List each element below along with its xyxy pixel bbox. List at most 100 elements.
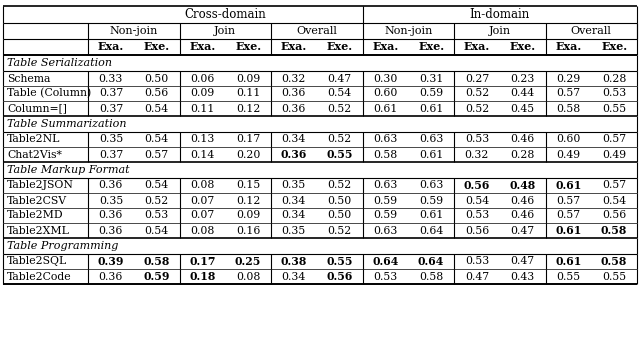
Text: 0.31: 0.31 xyxy=(419,74,444,84)
Text: 0.36: 0.36 xyxy=(282,104,306,114)
Text: 0.52: 0.52 xyxy=(465,89,489,99)
Text: 0.61: 0.61 xyxy=(555,256,582,267)
Text: 0.27: 0.27 xyxy=(465,74,489,84)
Text: Join: Join xyxy=(489,26,511,36)
Text: Table2CSV: Table2CSV xyxy=(7,196,67,206)
Text: 0.61: 0.61 xyxy=(555,180,582,191)
Text: 0.63: 0.63 xyxy=(373,135,397,145)
Text: 0.07: 0.07 xyxy=(190,196,214,206)
Text: 0.53: 0.53 xyxy=(145,211,169,221)
Text: 0.34: 0.34 xyxy=(282,196,306,206)
Text: 0.34: 0.34 xyxy=(282,211,306,221)
Text: 0.29: 0.29 xyxy=(556,74,580,84)
Text: Schema: Schema xyxy=(7,74,51,84)
Text: Exa.: Exa. xyxy=(556,41,582,52)
Text: 0.53: 0.53 xyxy=(465,256,489,266)
Text: 0.53: 0.53 xyxy=(373,272,397,282)
Text: 0.36: 0.36 xyxy=(99,211,123,221)
Text: 0.59: 0.59 xyxy=(373,196,397,206)
Text: 0.49: 0.49 xyxy=(602,150,626,160)
Text: 0.57: 0.57 xyxy=(556,89,580,99)
Text: Exa.: Exa. xyxy=(281,41,307,52)
Text: 0.63: 0.63 xyxy=(373,181,397,191)
Text: 0.59: 0.59 xyxy=(419,196,443,206)
Text: 0.32: 0.32 xyxy=(465,150,489,160)
Text: Exe.: Exe. xyxy=(143,41,170,52)
Text: 0.36: 0.36 xyxy=(281,149,307,160)
Text: 0.58: 0.58 xyxy=(601,225,627,236)
Text: 0.61: 0.61 xyxy=(419,104,444,114)
Text: Table2XML: Table2XML xyxy=(7,226,70,236)
Text: 0.25: 0.25 xyxy=(235,256,261,267)
Text: 0.28: 0.28 xyxy=(511,150,535,160)
Text: 0.58: 0.58 xyxy=(419,272,444,282)
Text: 0.52: 0.52 xyxy=(328,104,352,114)
Text: 0.39: 0.39 xyxy=(98,256,124,267)
Text: Exe.: Exe. xyxy=(509,41,536,52)
Text: 0.15: 0.15 xyxy=(236,181,260,191)
Text: 0.63: 0.63 xyxy=(373,226,397,236)
Text: 0.18: 0.18 xyxy=(189,271,216,282)
Text: In-domain: In-domain xyxy=(470,8,530,21)
Text: 0.61: 0.61 xyxy=(419,150,444,160)
Text: Table2NL: Table2NL xyxy=(7,135,60,145)
Text: Exa.: Exa. xyxy=(98,41,124,52)
Text: 0.08: 0.08 xyxy=(190,181,214,191)
Text: 0.52: 0.52 xyxy=(465,104,489,114)
Text: Column=[]: Column=[] xyxy=(7,104,67,114)
Text: 0.52: 0.52 xyxy=(328,226,352,236)
Text: 0.08: 0.08 xyxy=(236,272,260,282)
Text: 0.50: 0.50 xyxy=(328,211,352,221)
Text: 0.35: 0.35 xyxy=(99,135,123,145)
Text: 0.54: 0.54 xyxy=(145,104,169,114)
Text: 0.59: 0.59 xyxy=(373,211,397,221)
Text: Exe.: Exe. xyxy=(418,41,444,52)
Text: 0.64: 0.64 xyxy=(419,226,444,236)
Text: 0.34: 0.34 xyxy=(282,272,306,282)
Text: 0.36: 0.36 xyxy=(282,89,306,99)
Text: 0.55: 0.55 xyxy=(602,104,626,114)
Text: 0.35: 0.35 xyxy=(282,181,306,191)
Text: 0.58: 0.58 xyxy=(601,256,627,267)
Text: 0.59: 0.59 xyxy=(419,89,443,99)
Text: 0.48: 0.48 xyxy=(509,180,536,191)
Text: 0.12: 0.12 xyxy=(236,104,260,114)
Text: 0.07: 0.07 xyxy=(190,211,214,221)
Text: 0.61: 0.61 xyxy=(419,211,444,221)
Text: 0.64: 0.64 xyxy=(372,256,399,267)
Text: 0.49: 0.49 xyxy=(556,150,580,160)
Text: 0.33: 0.33 xyxy=(99,74,123,84)
Text: Table Markup Format: Table Markup Format xyxy=(7,165,130,175)
Text: 0.11: 0.11 xyxy=(236,89,260,99)
Text: 0.36: 0.36 xyxy=(99,181,123,191)
Text: 0.56: 0.56 xyxy=(602,211,627,221)
Text: 0.44: 0.44 xyxy=(511,89,534,99)
Text: 0.61: 0.61 xyxy=(373,104,397,114)
Text: 0.46: 0.46 xyxy=(511,135,535,145)
Text: Non-join: Non-join xyxy=(109,26,158,36)
Text: Table2SQL: Table2SQL xyxy=(7,256,67,266)
Text: 0.45: 0.45 xyxy=(511,104,534,114)
Text: 0.63: 0.63 xyxy=(419,135,444,145)
Text: 0.55: 0.55 xyxy=(326,256,353,267)
Text: Table2MD: Table2MD xyxy=(7,211,63,221)
Text: 0.60: 0.60 xyxy=(373,89,397,99)
Text: 0.30: 0.30 xyxy=(373,74,397,84)
Text: Join: Join xyxy=(214,26,236,36)
Text: 0.52: 0.52 xyxy=(145,196,169,206)
Text: Table Serialization: Table Serialization xyxy=(7,58,112,68)
Text: 0.35: 0.35 xyxy=(99,196,123,206)
Text: 0.47: 0.47 xyxy=(511,226,534,236)
Text: 0.06: 0.06 xyxy=(190,74,214,84)
Text: 0.56: 0.56 xyxy=(145,89,169,99)
Text: 0.58: 0.58 xyxy=(373,150,397,160)
Text: 0.57: 0.57 xyxy=(602,181,626,191)
Text: 0.53: 0.53 xyxy=(465,211,489,221)
Text: 0.37: 0.37 xyxy=(99,150,123,160)
Text: 0.54: 0.54 xyxy=(145,135,169,145)
Text: 0.57: 0.57 xyxy=(602,135,626,145)
Text: Exa.: Exa. xyxy=(464,41,490,52)
Text: 0.64: 0.64 xyxy=(418,256,444,267)
Text: 0.36: 0.36 xyxy=(99,226,123,236)
Text: Table2JSON: Table2JSON xyxy=(7,181,74,191)
